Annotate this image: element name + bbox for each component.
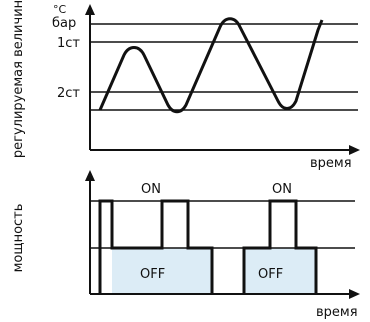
power-step-waveform (98, 199, 318, 294)
on-label-1: ON (141, 182, 161, 197)
unit-bar-label: бар (52, 16, 76, 31)
top-y-arrow (85, 4, 95, 15)
off-label-1: OFF (140, 267, 165, 282)
stage1-label: 1ст (57, 36, 80, 51)
bottom-x-arrow (349, 289, 360, 299)
top-chart: °С бар 1ст 2ст время регулируемая величи… (11, 0, 360, 171)
bottom-chart: ON ON OFF OFF время мощность (11, 170, 360, 320)
regulated-value-curve (98, 17, 324, 114)
top-y-axis-label: регулируемая величина (11, 0, 26, 158)
off-region-2 (244, 248, 316, 294)
bottom-y-arrow (85, 170, 95, 181)
stage2-label: 2ст (57, 86, 80, 101)
top-x-arrow (349, 145, 360, 155)
on-label-2: ON (272, 182, 292, 197)
unit-celsius-label: °С (53, 3, 67, 16)
bottom-x-axis-label: время (316, 305, 358, 320)
top-x-axis-label: время (310, 156, 352, 171)
bottom-y-axis-label: мощность (11, 204, 26, 273)
off-label-2: OFF (258, 267, 283, 282)
off-region-1 (112, 248, 212, 294)
